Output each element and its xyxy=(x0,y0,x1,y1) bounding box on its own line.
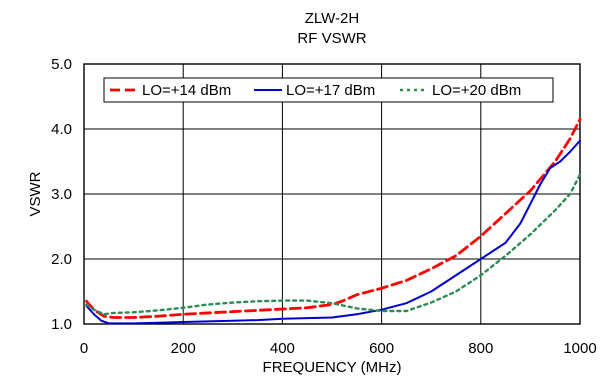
y-tick-label: 2.0 xyxy=(51,251,72,268)
chart-subtitle: RF VSWR xyxy=(297,30,366,47)
legend-box xyxy=(103,77,554,103)
series-line-2 xyxy=(85,173,582,316)
chart-title: ZLW-2H xyxy=(305,10,359,27)
x-tick-label: 400 xyxy=(270,340,295,357)
y-tick-label: 1.0 xyxy=(51,316,72,333)
legend-label-lo14: LO=+14 dBm xyxy=(142,82,231,99)
plot-frame xyxy=(83,63,581,325)
y-tick-label: 3.0 xyxy=(51,186,72,203)
grid xyxy=(84,64,580,324)
x-axis-label: FREQUENCY (MHz) xyxy=(263,359,402,376)
x-tick-label: 0 xyxy=(80,340,88,357)
legend: LO=+14 dBm LO=+17 dBm LO=+20 dBm xyxy=(103,77,554,103)
legend-label-lo17: LO=+17 dBm xyxy=(286,82,375,99)
x-tick-label: 600 xyxy=(369,340,394,357)
x-tick-label: 800 xyxy=(468,340,493,357)
y-tick-label: 5.0 xyxy=(51,56,72,73)
x-tick-label: 1000 xyxy=(563,340,596,357)
tick-labels: 0 200 400 600 800 1000 1.0 2.0 3.0 4.0 5.0 xyxy=(51,56,597,357)
series-line-1 xyxy=(85,139,581,325)
series-line-0 xyxy=(85,117,582,319)
series-layer xyxy=(85,117,582,325)
legend-label-lo20: LO=+20 dBm xyxy=(432,82,521,99)
x-tick-label: 200 xyxy=(171,340,196,357)
y-tick-label: 4.0 xyxy=(51,121,72,138)
y-axis-label: VSWR xyxy=(27,171,44,216)
